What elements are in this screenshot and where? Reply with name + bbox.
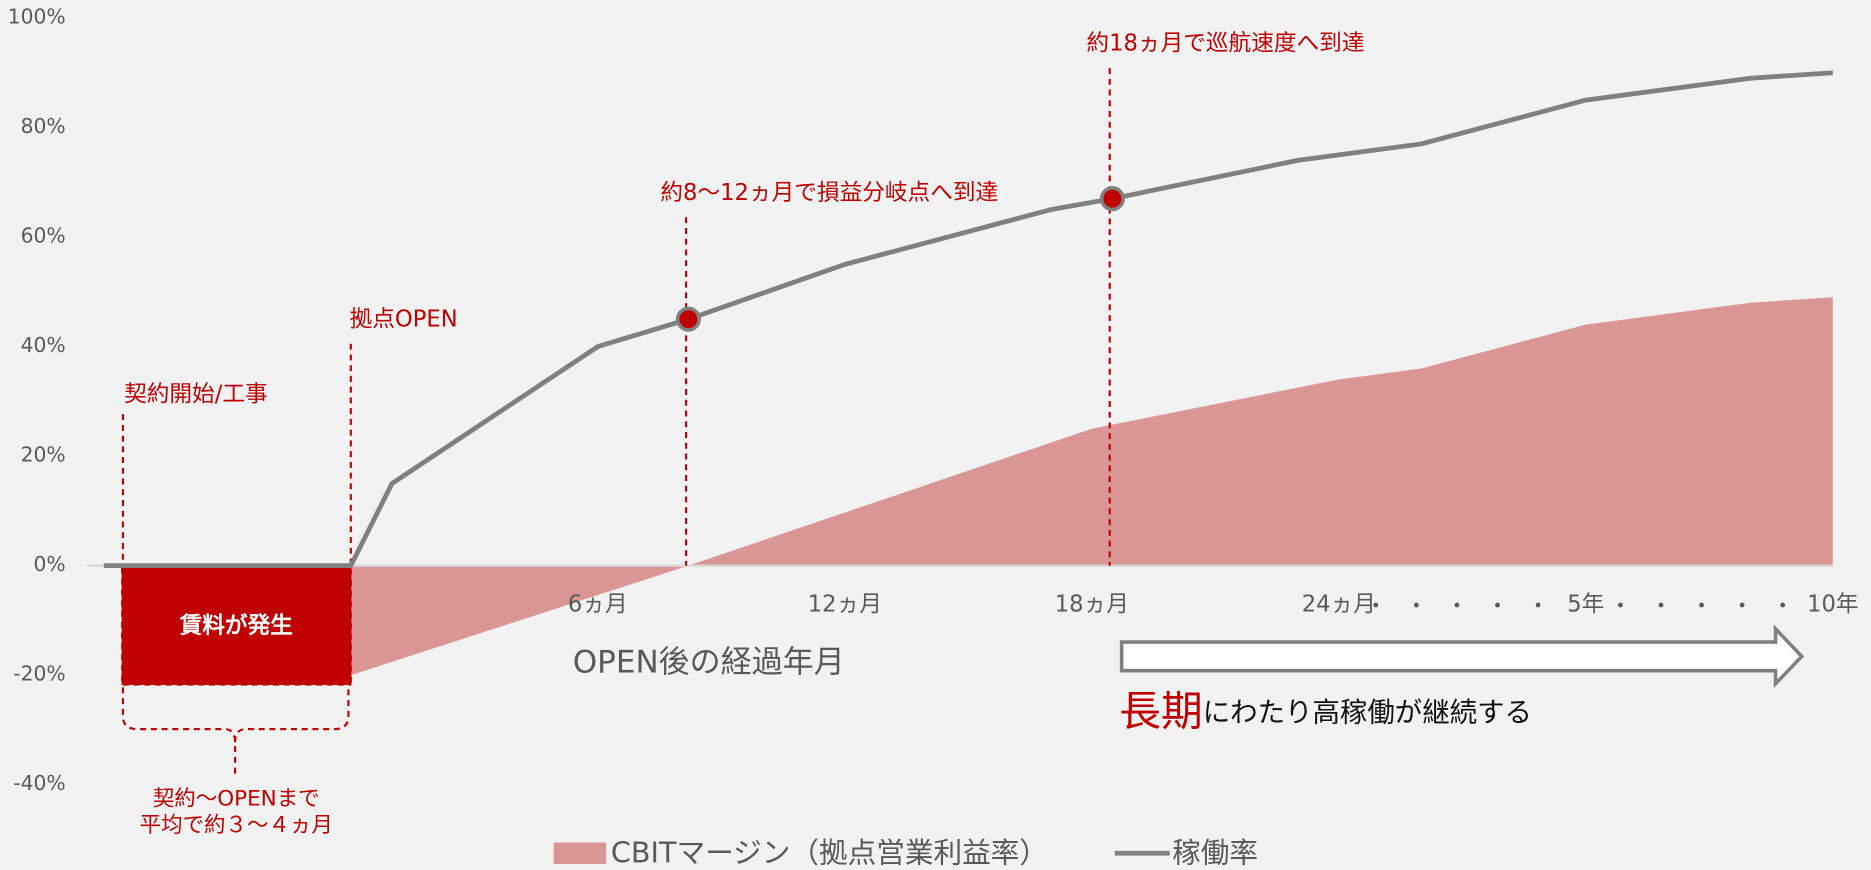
brace	[121, 687, 350, 776]
x-tick-label: 18ヵ月	[1055, 592, 1129, 618]
x-axis-label: OPEN後の経過年月	[573, 645, 845, 681]
annotation: 約18ヵ月で巡航速度へ到達	[1086, 31, 1364, 57]
highlight-point	[1099, 186, 1125, 212]
rent-box	[121, 566, 352, 686]
annotation: 契約〜OPENまで	[153, 787, 320, 812]
annotation-rest: にわたり高稼働が継続する	[1203, 697, 1532, 728]
rent-label: 賃料が発生	[179, 612, 293, 639]
y-tick-label: 100%	[8, 4, 66, 28]
y-tick-label: 80%	[21, 114, 66, 138]
arrow	[1119, 624, 1805, 689]
line	[103, 70, 1833, 569]
highlight-point	[675, 306, 701, 332]
annotation: 拠点OPEN	[350, 306, 458, 332]
x-tick-label: 12ヵ月	[808, 592, 882, 618]
legend-swatch	[553, 842, 607, 864]
x-tick-label: 24ヵ月	[1302, 592, 1376, 618]
annotation-strong: 長期	[1119, 686, 1202, 735]
x-tick-label: 6ヵ月	[568, 592, 628, 618]
y-tick-label: 60%	[21, 224, 66, 248]
x-tick-dots	[1373, 602, 1786, 608]
y-tick-label: -20%	[13, 662, 65, 686]
area	[350, 297, 1833, 676]
annotation: 長期にわたり高稼働が継続する	[1119, 686, 1532, 735]
legend-label: 稼働率	[1172, 835, 1258, 869]
x-tick-label: 5年	[1567, 592, 1604, 618]
area-layer	[350, 297, 1833, 676]
y-tick-label: -40%	[13, 771, 65, 795]
y-tick-label: 0%	[33, 552, 65, 576]
y-tick-label: 40%	[21, 333, 66, 357]
annotation: 平均で約３〜４ヵ月	[140, 813, 333, 838]
annotation: 約8〜12ヵ月で損益分岐点へ到達	[660, 180, 998, 206]
legend-label: CBITマージン（拠点営業利益率）	[611, 835, 1048, 869]
y-tick-label: 20%	[21, 443, 66, 467]
x-tick-label: 10年	[1807, 592, 1859, 618]
annotation: 契約開始/工事	[124, 382, 268, 408]
